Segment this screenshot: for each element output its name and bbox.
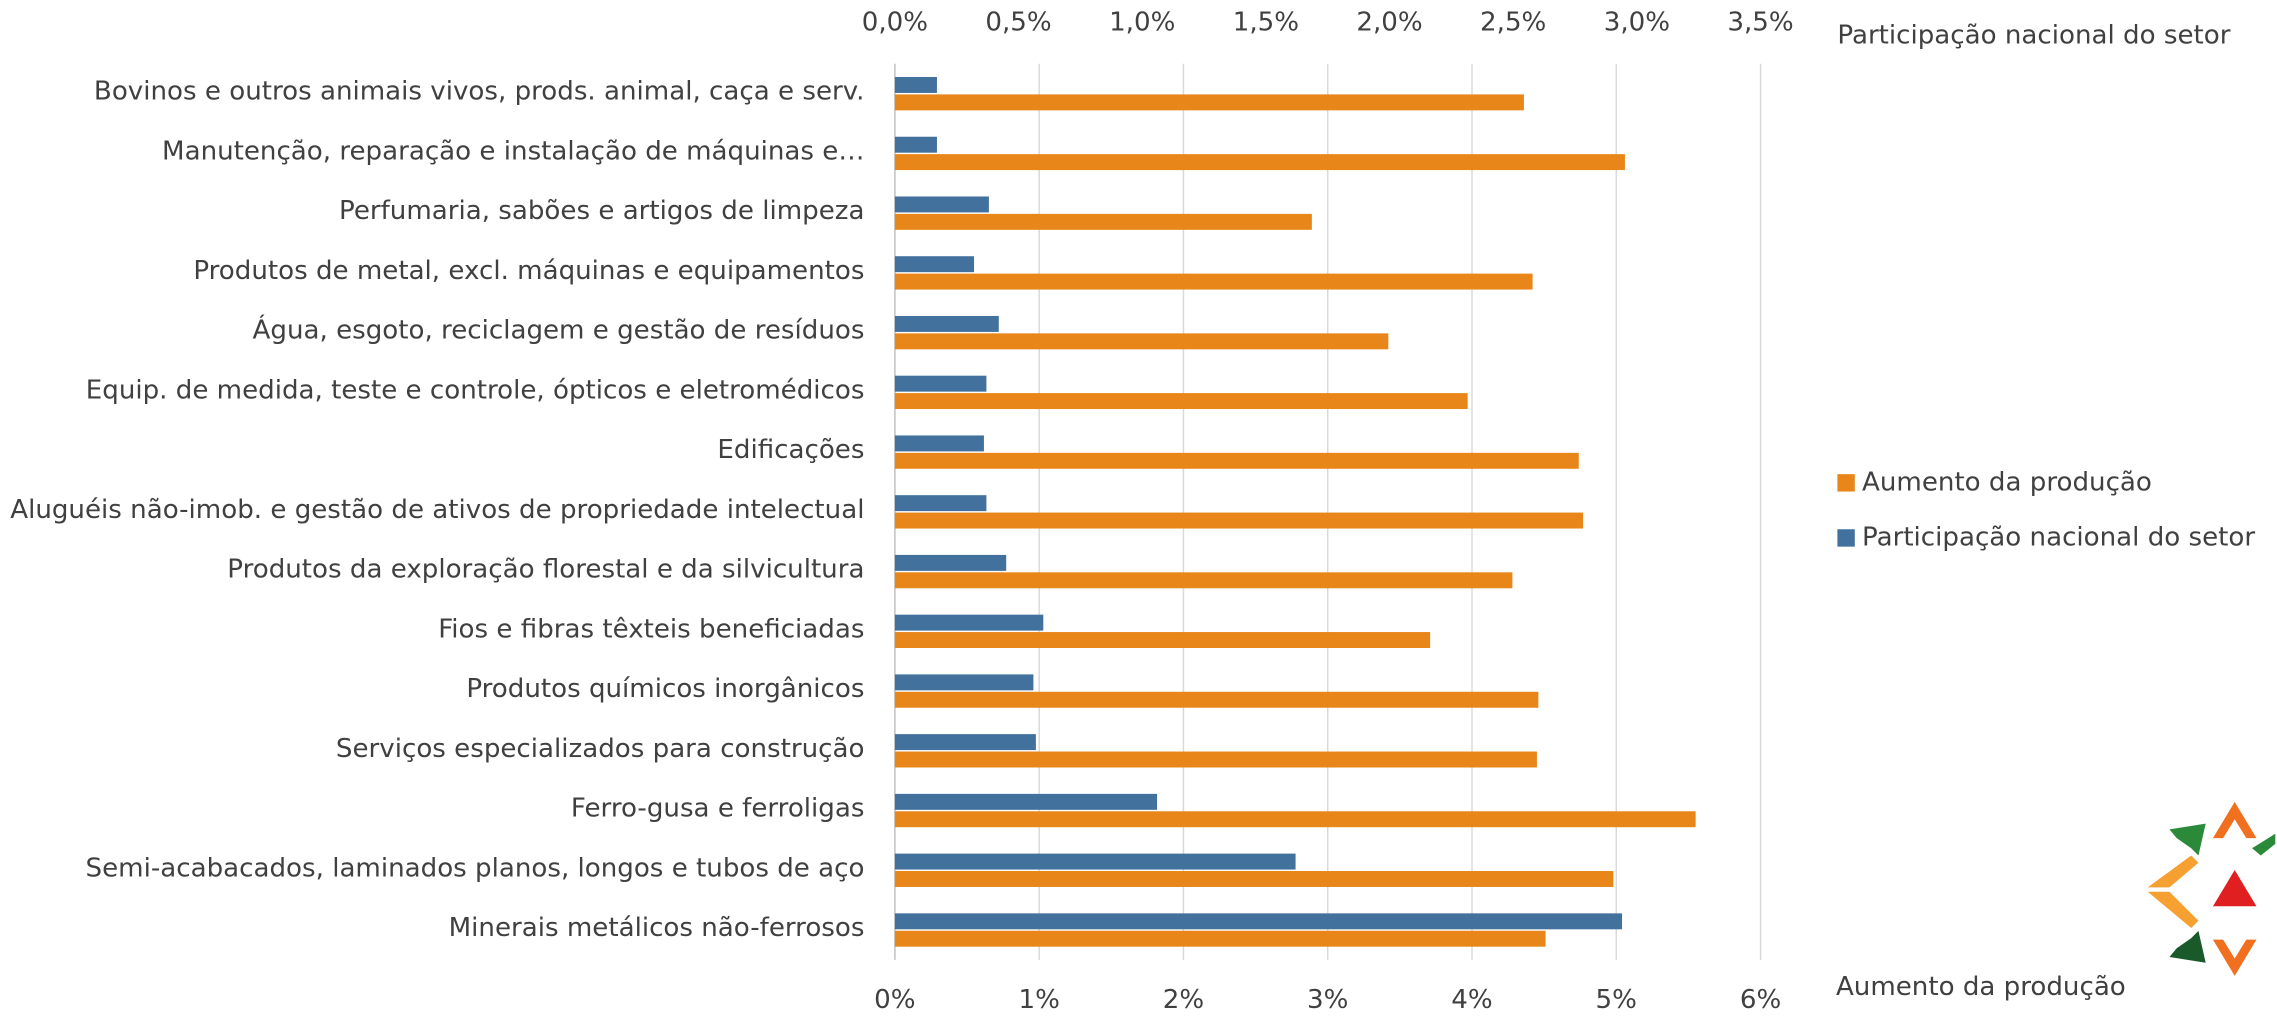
x2-tick-label: 0,0% [862, 8, 928, 38]
bar [894, 495, 987, 512]
legend-swatch [1837, 474, 1855, 492]
bar [894, 393, 1468, 410]
x-tick-label: 5% [1596, 985, 1637, 1015]
bar [894, 76, 937, 93]
bar [894, 196, 989, 213]
bar [894, 512, 1584, 529]
x2-tick-label: 1,0% [1109, 8, 1175, 38]
bar [894, 691, 1539, 708]
y-tick-label: Produtos da exploração florestal e da si… [227, 555, 864, 585]
bar [894, 213, 1312, 230]
x-tick-label: 6% [1740, 985, 1781, 1015]
bar [894, 136, 937, 153]
bar [894, 435, 984, 452]
bar [894, 154, 1625, 171]
bar [894, 256, 975, 273]
bar [894, 572, 1513, 589]
x2-tick-label: 3,5% [1727, 8, 1793, 38]
bar [894, 930, 1546, 947]
bar [894, 554, 1007, 571]
x2-axis-title: Participação nacional do setor [1837, 21, 2230, 51]
bar [894, 315, 999, 332]
x-tick-label: 3% [1307, 985, 1348, 1015]
y-tick-label: Perfumaria, sabões e artigos de limpeza [339, 196, 864, 226]
y-tick-label: Produtos de metal, excl. máquinas e equi… [193, 256, 864, 286]
y-tick-label: Semi-acabacados, laminados planos, longo… [86, 853, 865, 883]
y-tick-label: Produtos químicos inorgânicos [466, 674, 864, 704]
x-tick-label: 2% [1163, 985, 1204, 1015]
bar [894, 913, 1623, 930]
bar [894, 614, 1044, 631]
y-tick-label: Manutenção, reparação e instalação de má… [162, 136, 864, 166]
x2-tick-label: 1,5% [1233, 8, 1299, 38]
x2-tick-label: 0,5% [985, 8, 1051, 38]
x2-tick-label: 3,0% [1604, 8, 1670, 38]
y-tick-label: Água, esgoto, reciclagem e gestão de res… [253, 314, 865, 346]
bar [894, 94, 1524, 111]
y-tick-label: Edificações [717, 435, 864, 465]
bar [894, 853, 1296, 870]
bar [894, 333, 1389, 350]
x-tick-label: 4% [1451, 985, 1492, 1015]
bar [894, 632, 1431, 649]
x-tick-label: 0% [874, 985, 915, 1015]
y-tick-label: Aluguéis não-imob. e gestão de ativos de… [10, 495, 864, 525]
y-tick-label: Serviços especializados para construção [336, 734, 865, 764]
y-tick-label: Equip. de medida, teste e controle, ópti… [86, 375, 865, 405]
bar [894, 751, 1537, 768]
bar [894, 674, 1034, 691]
legend-label: Participação nacional do setor [1862, 522, 2255, 552]
logo [2147, 801, 2276, 976]
bar [894, 793, 1158, 810]
bar [894, 452, 1579, 469]
bar [894, 375, 987, 392]
x2-tick-label: 2,5% [1480, 8, 1546, 38]
bar [894, 871, 1614, 887]
bar [894, 811, 1696, 828]
y-tick-label: Ferro-gusa e ferroligas [571, 794, 865, 824]
bar [894, 734, 1036, 751]
x-tick-label: 1% [1018, 985, 1059, 1015]
bar [894, 273, 1533, 290]
x2-tick-label: 2,0% [1356, 8, 1422, 38]
legend-label: Aumento da produção [1862, 467, 2152, 497]
y-tick-label: Fios e fibras têxteis beneficiadas [438, 614, 864, 644]
y-tick-label: Bovinos e outros animais vivos, prods. a… [94, 77, 865, 107]
legend-swatch [1837, 529, 1855, 547]
x-axis-title: Aumento da produção [1836, 972, 2126, 1002]
y-tick-label: Minerais metálicos não-ferrosos [449, 913, 865, 943]
